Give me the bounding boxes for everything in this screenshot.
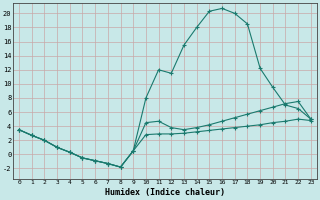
X-axis label: Humidex (Indice chaleur): Humidex (Indice chaleur) (105, 188, 225, 197)
